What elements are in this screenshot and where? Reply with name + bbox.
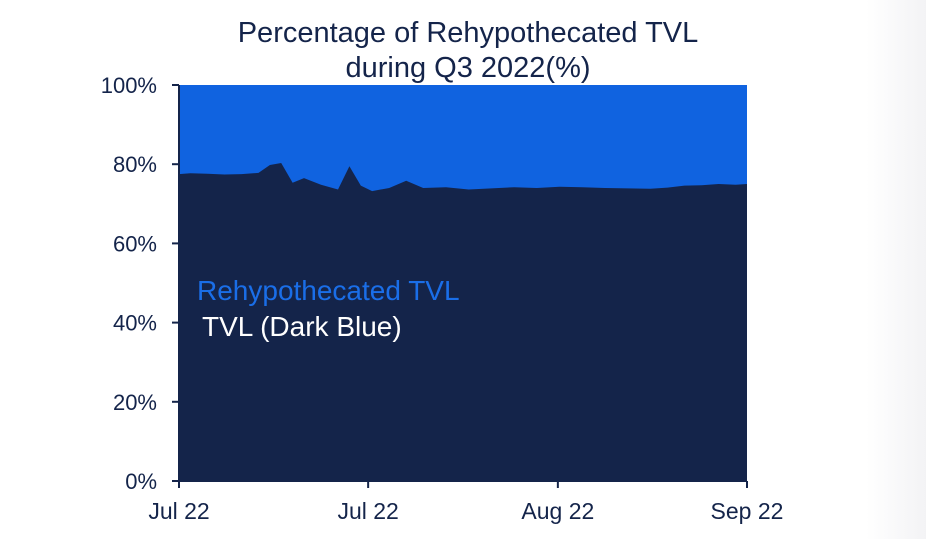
y-tick-label: 0%	[125, 469, 157, 494]
y-tick-label: 100%	[101, 73, 157, 98]
legend-tvl-dark-blue: TVL (Dark Blue)	[202, 311, 402, 342]
y-tick-label: 80%	[113, 152, 157, 177]
x-tick-label: Jul 22	[337, 498, 398, 524]
area-tvl-dark-blue	[179, 163, 747, 481]
chart-title: Percentage of Rehypothecated TVL	[238, 17, 699, 49]
page-edge-shadow	[866, 0, 926, 539]
chart-subtitle: during Q3 2022(%)	[345, 52, 590, 84]
x-tick-label: Sep 22	[711, 498, 784, 524]
x-tick-label: Aug 22	[521, 498, 594, 524]
legend-rehypothecated-tvl: Rehypothecated TVL	[197, 275, 460, 306]
y-tick-label: 60%	[113, 231, 157, 256]
y-tick-label: 40%	[113, 311, 157, 336]
x-tick-label: Jul 22	[148, 498, 209, 524]
y-tick-label: 20%	[113, 390, 157, 415]
